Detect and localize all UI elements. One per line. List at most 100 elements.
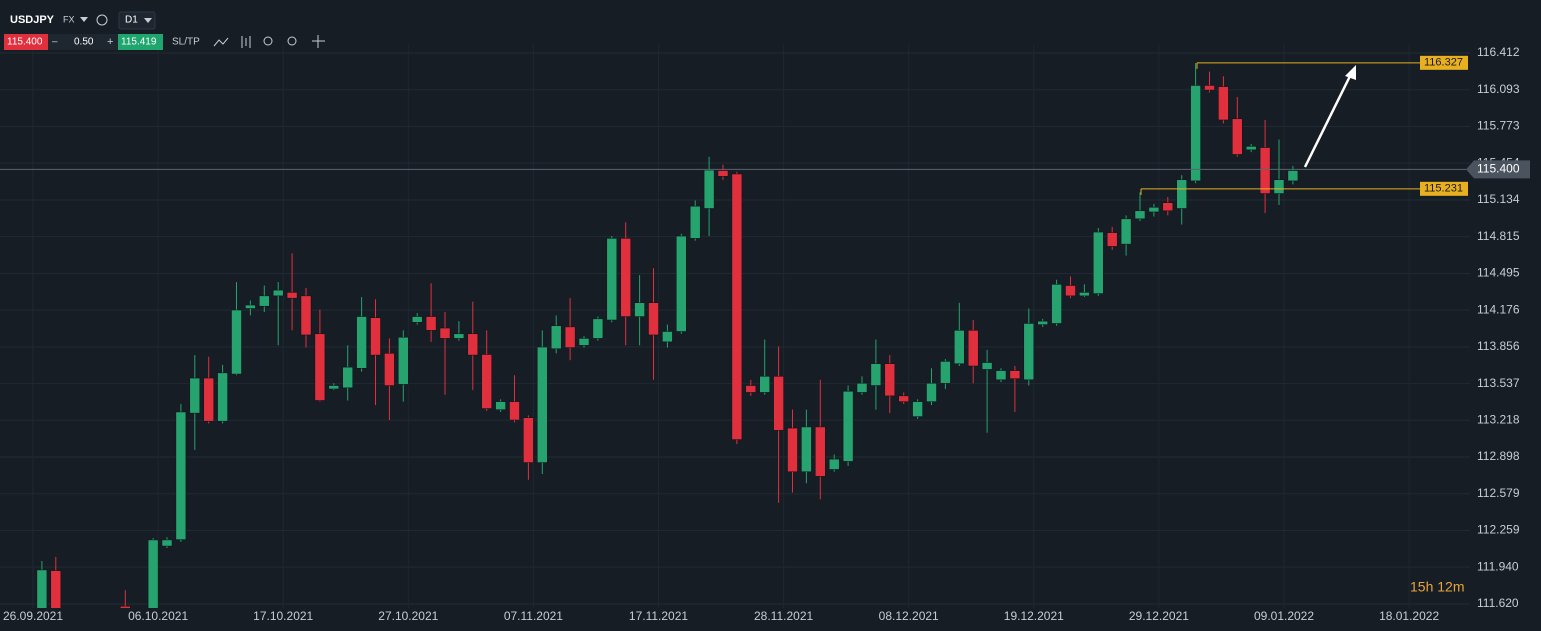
candle-body <box>787 427 798 473</box>
sltp[interactable]: SL/TP <box>172 37 200 48</box>
candle-body <box>1190 85 1201 182</box>
y-tick-label: 113.856 <box>1477 339 1520 353</box>
overlay: 111.620 111.940 112.259 112.579 112.898 113.2… <box>0 45 1530 623</box>
candle-body <box>1106 232 1118 247</box>
candle-body <box>773 376 784 431</box>
dropdown[interactable] <box>80 17 88 22</box>
move-icon[interactable] <box>312 35 325 48</box>
x-tick-label: 17.10.2021 <box>253 609 313 623</box>
candle-body <box>523 417 534 463</box>
y-tick-label: 111.620 <box>1477 596 1519 610</box>
candle-body <box>217 372 228 422</box>
candle-body <box>578 338 590 346</box>
y-tick-label: 114.815 <box>1477 229 1520 243</box>
candle-body <box>1093 231 1104 294</box>
candle-body <box>828 458 840 470</box>
candle-body <box>842 391 854 462</box>
candle-body <box>175 411 187 540</box>
ask-box[interactable] <box>118 34 163 50</box>
candle-body <box>550 325 562 349</box>
candle-body <box>940 361 951 384</box>
candle-body <box>564 326 576 348</box>
candle-body <box>870 363 882 386</box>
plus[interactable]: + <box>107 36 113 48</box>
level-label: 116.327 <box>1424 57 1463 69</box>
candle-body <box>370 317 381 356</box>
candle-body <box>1176 179 1187 209</box>
candle-body <box>481 354 492 409</box>
candle-body <box>662 331 673 343</box>
candle-body <box>759 376 770 393</box>
zoom-in[interactable] <box>287 36 297 46</box>
y-tick-label: 113.537 <box>1477 376 1520 390</box>
candle-body <box>300 295 312 336</box>
candle-body <box>245 304 256 309</box>
candle-body <box>50 570 62 608</box>
candle-body <box>495 401 506 410</box>
candle-body <box>1148 207 1160 213</box>
candle-body <box>120 606 131 608</box>
x-tick-label: 17.11.2021 <box>629 609 688 623</box>
candle-body <box>954 330 965 364</box>
candle-body <box>1204 85 1215 91</box>
y-tick-label: 114.495 <box>1477 266 1520 280</box>
candle-body <box>634 302 645 317</box>
y-tick-label: 116.093 <box>1477 82 1520 96</box>
x-tick-label: 18.01.2022 <box>1379 609 1439 623</box>
candle-body <box>703 169 715 209</box>
ask: 115.419 <box>121 37 157 48</box>
candle-body <box>1162 202 1174 212</box>
amount-box[interactable] <box>48 34 118 50</box>
candle-body <box>689 205 701 239</box>
candle-body <box>856 382 868 393</box>
amount: 0.50 <box>74 37 94 48</box>
candle-body <box>1134 210 1146 220</box>
candle-body <box>1218 86 1229 121</box>
timeframe: D1 <box>125 15 138 26</box>
candle-body <box>1009 370 1021 379</box>
dropdown[interactable] <box>144 18 152 23</box>
candle-body <box>453 333 465 339</box>
y-tick-label: 115.773 <box>1477 119 1520 133</box>
candle-body <box>537 346 548 463</box>
candle-body <box>36 569 48 608</box>
minus[interactable]: – <box>52 37 58 48</box>
candle-body <box>648 302 659 336</box>
market: FX <box>63 14 75 24</box>
timeframe-box[interactable] <box>118 11 156 30</box>
info-icon[interactable] <box>96 14 108 26</box>
y-tick-label: 116.412 <box>1477 45 1520 59</box>
candle-body <box>203 377 214 422</box>
candle-body <box>815 426 826 477</box>
y-tick-label: 111.940 <box>1477 559 1519 573</box>
candle-body <box>1259 147 1271 194</box>
bid: 115.400 <box>7 37 43 48</box>
candle-body <box>147 539 159 608</box>
candle-body <box>801 426 812 473</box>
level-tag <box>1420 181 1468 196</box>
bid-box[interactable] <box>4 34 48 50</box>
price-label: 115.400 <box>1477 162 1520 176</box>
line-icon[interactable] <box>213 37 229 47</box>
candle-body <box>884 363 896 397</box>
zoom-out[interactable] <box>263 36 273 46</box>
candle-body <box>314 333 326 401</box>
candle-icon[interactable] <box>241 36 251 48</box>
candle-body <box>898 395 909 402</box>
x-tick-label: 28.11.2021 <box>754 609 813 623</box>
x-tick-label: 27.10.2021 <box>378 609 438 623</box>
y-tick-label: 113.218 <box>1477 412 1520 426</box>
candle-body <box>620 238 631 317</box>
candle-body <box>717 170 729 177</box>
candle-body <box>606 238 618 321</box>
level-tag <box>1420 55 1468 70</box>
candle-body <box>425 316 437 331</box>
symbol[interactable]: USDJPY <box>10 14 55 26</box>
price-tag <box>1466 160 1530 179</box>
arrow-head <box>1345 65 1356 80</box>
candle-body <box>1273 179 1285 194</box>
candle-body <box>1065 285 1076 297</box>
candle-body <box>411 316 423 323</box>
y-tick-label: 112.259 <box>1477 523 1520 537</box>
